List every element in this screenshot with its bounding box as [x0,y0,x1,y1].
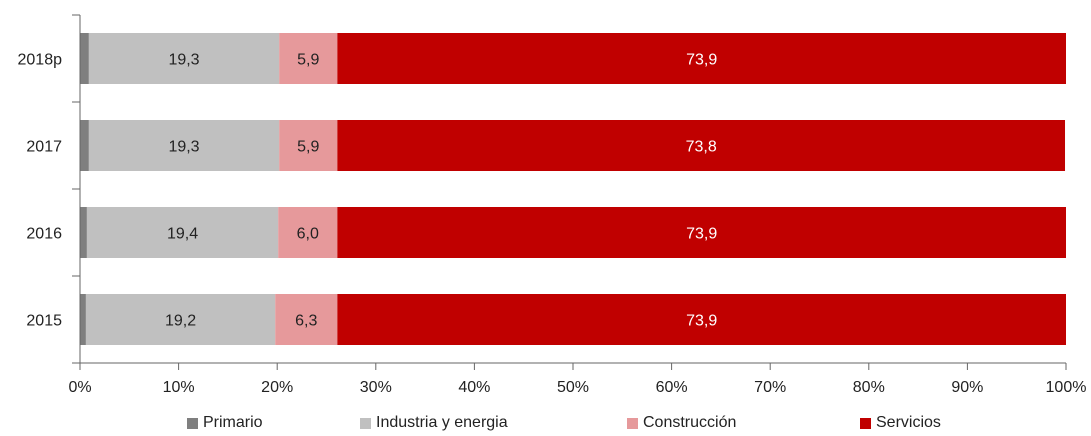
x-tick-label: 80% [853,379,885,396]
data-label: 6,0 [297,226,319,243]
y-tick-label: 2016 [26,226,62,243]
legend-label: Servicios [876,414,941,431]
data-label: 6,3 [295,313,317,330]
stacked-bar-chart: 19,3 5,9 73,9 2018p 19,3 5,9 73,8 2017 19,4 6,0 73… [18,14,1087,397]
y-tick-label: 2015 [26,313,62,330]
bar-servicios-2017 [337,120,1066,171]
legend-label: Construcción [643,414,737,431]
bar-primario-2016 [80,207,87,258]
x-tick-label: 30% [360,379,392,396]
x-tick-label: 10% [163,379,195,396]
data-label: 73,8 [686,139,717,156]
bar-servicios-2015 [337,294,1066,345]
bar-primario-2017 [80,120,89,171]
x-tick-label: 90% [951,379,983,396]
legend-item: Servicios [860,414,941,432]
bar-industria-y-energia-2018p [88,33,280,84]
data-label: 19,2 [165,313,196,330]
x-tick-label: 50% [557,379,589,396]
bar-construcci-n-2016 [278,207,338,258]
data-label: 19,4 [167,226,198,243]
axes-group [72,14,1067,370]
bar-construcci-n-2018p [279,33,338,84]
legend-swatch [187,417,198,429]
legend-swatch [360,417,371,429]
legend-swatch [627,417,638,429]
x-tick-label: 100% [1046,379,1087,396]
legend-label: Industria y energia [376,414,508,431]
bars-group [80,33,1066,345]
data-label: 19,3 [168,52,199,69]
x-tick-label: 60% [656,379,688,396]
bar-construcci-n-2017 [279,120,338,171]
bar-industria-y-energia-2016 [86,207,279,258]
legend-label: Primario [203,414,263,431]
data-label: 5,9 [297,52,319,69]
data-label: 5,9 [297,139,319,156]
legend-item: Industria y energia [360,414,508,432]
legend-swatch [860,417,871,429]
legend-item: Construcción [627,414,736,432]
bar-servicios-2018p [337,33,1066,84]
x-tick-label: 70% [754,379,786,396]
bar-servicios-2016 [337,207,1066,258]
data-label: 73,9 [686,313,717,330]
bar-construcci-n-2015 [275,294,338,345]
data-label: 73,9 [686,226,717,243]
labels-group: 19,3 5,9 73,9 2018p 19,3 5,9 73,8 2017 19,4 6,0 73… [18,52,1087,397]
bar-primario-2018p [80,33,89,84]
x-tick-label: 40% [458,379,490,396]
data-label: 19,3 [168,139,199,156]
chart-legend: Primario Industria y energia Construcción S… [0,414,1091,436]
legend-item: Primario [187,414,263,432]
bar-primario-2015 [80,294,86,345]
y-tick-label: 2018p [18,52,63,69]
x-tick-label: 0% [68,379,91,396]
data-label: 73,9 [686,52,717,69]
y-tick-label: 2017 [26,139,62,156]
x-tick-label: 20% [261,379,293,396]
bar-industria-y-energia-2015 [85,294,276,345]
bar-industria-y-energia-2017 [88,120,280,171]
